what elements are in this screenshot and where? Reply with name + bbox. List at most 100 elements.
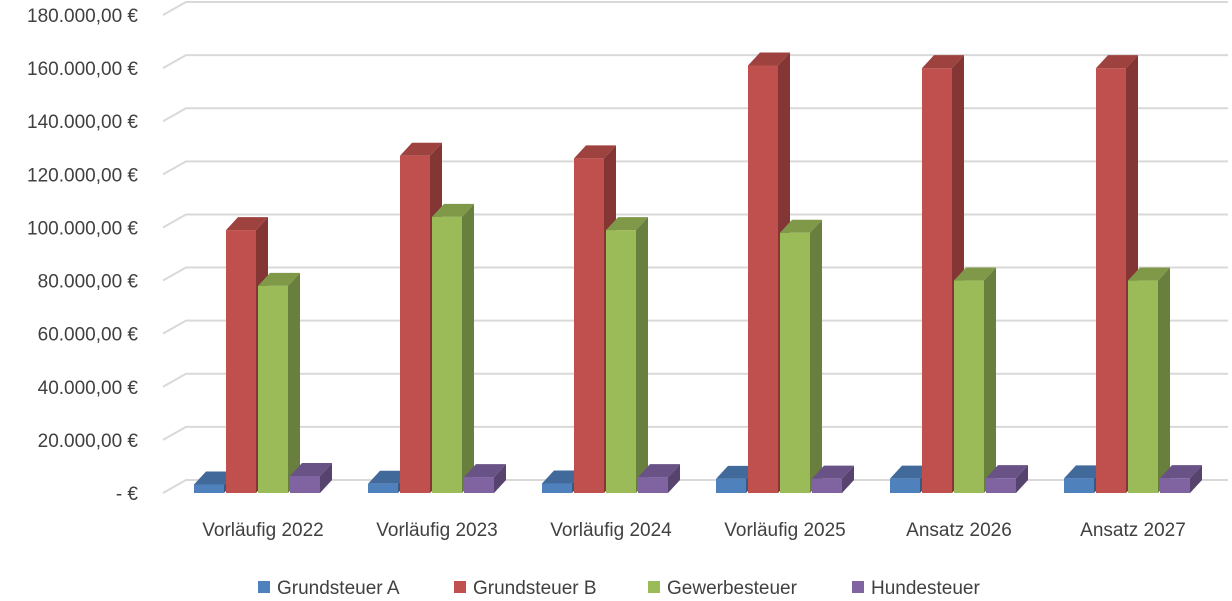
legend-swatch (648, 581, 660, 593)
legend-label: Gewerbesteuer (667, 578, 798, 599)
bar-front (922, 68, 952, 493)
bar-side (1016, 465, 1028, 493)
y-tick-label: 60.000,00 € (38, 325, 139, 346)
bar (1160, 465, 1202, 493)
bar-top (954, 267, 996, 281)
gridline (162, 213, 1228, 229)
bar-top (464, 464, 506, 478)
bar-top (922, 55, 964, 69)
gridline (162, 479, 1228, 494)
legend-swatch (852, 581, 864, 593)
legend-label: Grundsteuer B (473, 578, 597, 599)
bar-front (780, 232, 810, 493)
bar-top (986, 465, 1028, 479)
y-tick-label: 180.000,00 € (27, 6, 138, 27)
bar-top (1064, 465, 1106, 479)
bar-front (954, 280, 984, 493)
bar-front (1128, 280, 1158, 493)
bar-top (606, 217, 648, 231)
bar-top (368, 470, 410, 484)
x-tick-label: Ansatz 2027 (1080, 520, 1186, 541)
bar-top (432, 203, 474, 217)
bar (954, 267, 996, 493)
bar (638, 464, 680, 493)
legend-label: Grundsteuer A (277, 578, 400, 599)
bar-front (432, 216, 462, 494)
bar-top (812, 465, 854, 479)
bar-front (748, 65, 778, 493)
bar-side (320, 463, 332, 493)
bar-side (984, 267, 996, 493)
bar-top (290, 463, 332, 477)
x-tick-label: Vorläufig 2022 (202, 520, 324, 541)
bar (606, 217, 648, 493)
bar-top (400, 142, 442, 156)
gridline (162, 160, 1228, 176)
bar-side (1190, 465, 1202, 493)
bar-top (1096, 55, 1138, 69)
bar-front (1160, 478, 1190, 493)
bar-top (638, 464, 680, 478)
bar-front (368, 483, 398, 493)
gridline (162, 1, 1228, 16)
bar-front (464, 477, 494, 493)
bar-top (716, 465, 758, 479)
bar-side (636, 217, 648, 493)
bar (258, 272, 300, 493)
bar-side (810, 219, 822, 493)
bar (290, 463, 332, 493)
x-tick-label: Ansatz 2026 (906, 520, 1012, 541)
legend-swatch (454, 581, 466, 593)
gridline (162, 266, 1228, 282)
x-axis-category-labels: Vorläufig 2022 Vorläufig 2023 Vorläufig 20… (202, 520, 1186, 541)
bar-front (716, 478, 746, 493)
gridline (162, 107, 1228, 123)
bar (780, 219, 822, 493)
bar-top (194, 471, 236, 485)
bar-top (258, 272, 300, 286)
bar (812, 465, 854, 493)
bar-front (290, 476, 320, 493)
bar-front (226, 230, 256, 493)
legend-item: Grundsteuer A (258, 578, 400, 599)
legend-item: Gewerbesteuer (648, 578, 798, 599)
bar (432, 203, 474, 494)
bar-front (606, 230, 636, 493)
gridline (162, 319, 1228, 335)
bar-front (194, 484, 224, 493)
bar-side (462, 203, 474, 494)
bar-front (542, 483, 572, 493)
legend-swatch (258, 581, 270, 593)
gridlines (162, 1, 1228, 494)
legend-item: Grundsteuer B (454, 578, 597, 599)
x-tick-label: Vorläufig 2024 (550, 520, 672, 541)
y-tick-label: 40.000,00 € (38, 378, 139, 399)
bar-top (542, 470, 584, 484)
bar-front (812, 478, 842, 493)
bar-top (1160, 465, 1202, 479)
y-tick-label: 100.000,00 € (27, 218, 138, 239)
gridline (162, 425, 1228, 441)
bar-front (638, 477, 668, 493)
bar-front (986, 478, 1016, 493)
gridline (162, 54, 1228, 69)
bar-side (842, 465, 854, 493)
bar (1128, 267, 1170, 493)
bar-top (890, 465, 932, 479)
bar-front (890, 478, 920, 493)
x-tick-label: Vorläufig 2023 (376, 520, 498, 541)
bar-front (1064, 478, 1094, 493)
bars (194, 52, 1202, 494)
bar-top (226, 217, 268, 231)
legend: Grundsteuer A Grundsteuer B Gewerbesteuer H… (258, 578, 980, 599)
bar (464, 464, 506, 493)
y-tick-label: 160.000,00 € (27, 59, 138, 80)
bar-top (748, 52, 790, 66)
bar-top (574, 145, 616, 159)
y-tick-label: 120.000,00 € (27, 165, 138, 186)
y-tick-label: 80.000,00 € (38, 272, 139, 293)
bar-side (1158, 267, 1170, 493)
y-tick-label: - € (116, 484, 139, 505)
y-tick-label: 140.000,00 € (27, 112, 138, 133)
